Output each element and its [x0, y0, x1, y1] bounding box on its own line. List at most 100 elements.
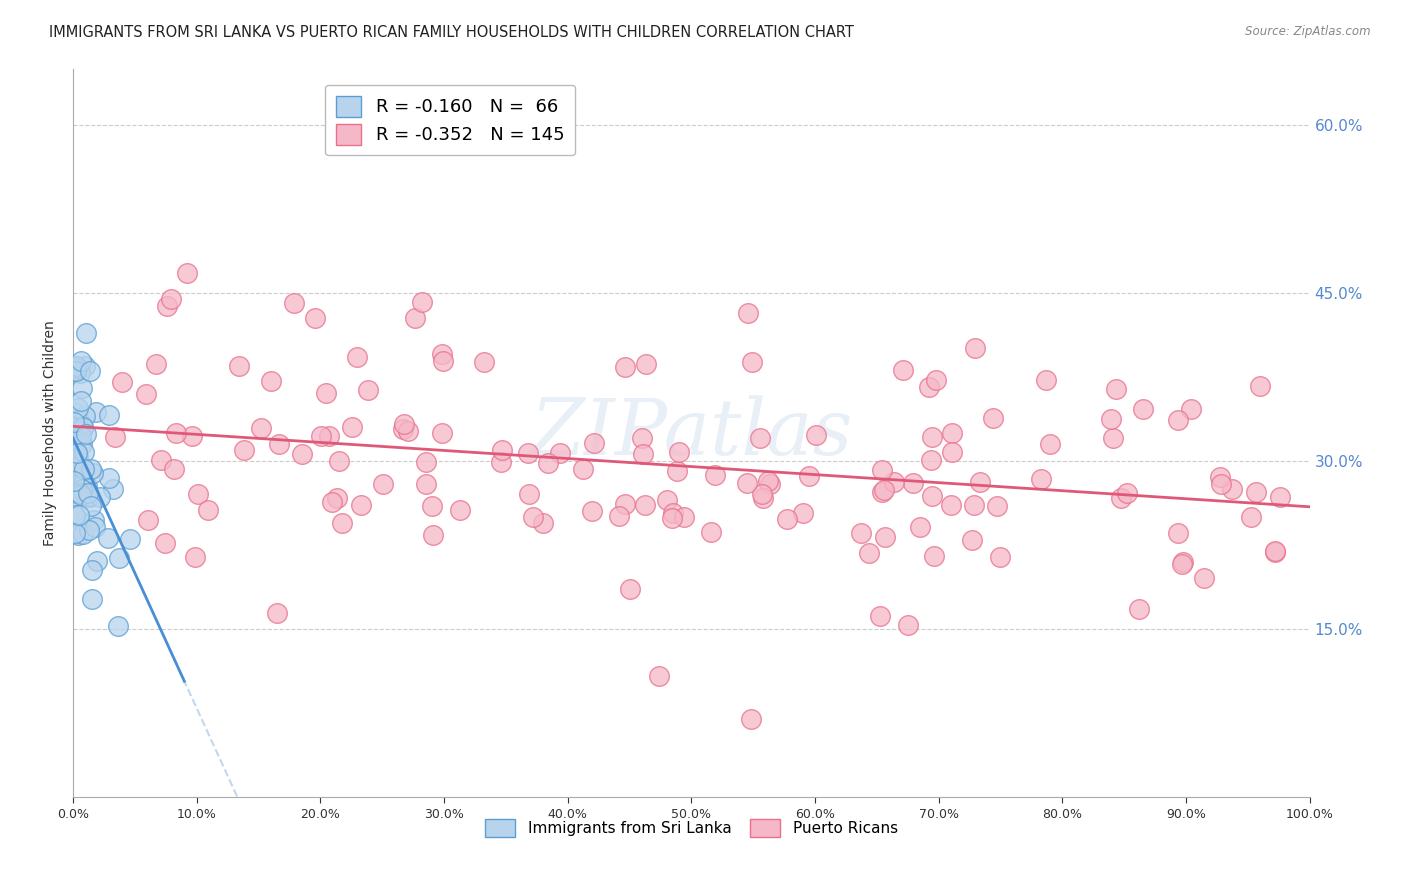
Point [1132, 401, 1154, 416]
Point [184, 549, 207, 564]
Point [751, 487, 773, 501]
Point [70, 483, 93, 497]
Point [613, 359, 636, 374]
Point [187, 487, 209, 501]
Point [63, 508, 86, 523]
Point [80, 499, 103, 513]
Point [72, 419, 94, 434]
Point [346, 350, 368, 364]
Point [135, 387, 157, 401]
Point [153, 536, 176, 550]
Text: ZIPatlas: ZIPatlas [530, 395, 852, 471]
Point [1244, 484, 1267, 499]
Point [666, 464, 689, 478]
Point [648, 669, 671, 683]
Point [66, 401, 89, 416]
Point [472, 354, 495, 368]
Point [266, 606, 288, 620]
Point [703, 467, 725, 482]
Point [86, 554, 108, 568]
Point [415, 455, 437, 469]
Y-axis label: Family Households with Children: Family Households with Children [44, 320, 58, 546]
Point [70, 474, 93, 488]
Point [104, 430, 127, 444]
Point [404, 310, 426, 325]
Point [449, 502, 471, 516]
Point [250, 420, 273, 434]
Point [1264, 545, 1286, 559]
Point [422, 527, 444, 541]
Point [342, 420, 364, 434]
Point [415, 477, 437, 491]
Point [89, 490, 111, 504]
Point [891, 362, 914, 376]
Point [1035, 373, 1057, 387]
Point [330, 516, 353, 531]
Point [391, 422, 413, 436]
Point [80, 462, 103, 476]
Point [921, 489, 943, 503]
Point [1220, 482, 1243, 496]
Point [326, 491, 349, 505]
Legend: Immigrants from Sri Lanka, Puerto Ricans: Immigrants from Sri Lanka, Puerto Ricans [477, 812, 905, 845]
Point [655, 493, 678, 508]
Point [1099, 412, 1122, 426]
Point [79, 490, 101, 504]
Point [107, 618, 129, 632]
Point [662, 506, 685, 520]
Point [108, 551, 131, 566]
Point [963, 341, 986, 355]
Point [260, 374, 283, 388]
Point [920, 452, 942, 467]
Point [70, 436, 93, 450]
Point [160, 292, 183, 306]
Point [925, 373, 948, 387]
Point [197, 503, 219, 517]
Point [75, 326, 97, 341]
Point [176, 266, 198, 280]
Point [873, 483, 896, 497]
Point [582, 436, 605, 450]
Point [328, 454, 350, 468]
Point [80, 563, 103, 577]
Point [318, 429, 340, 443]
Point [432, 353, 454, 368]
Point [1209, 470, 1232, 484]
Point [97, 532, 120, 546]
Point [97, 408, 120, 422]
Point [804, 428, 827, 442]
Point [775, 512, 797, 526]
Point [870, 485, 893, 500]
Point [66, 446, 89, 460]
Point [72, 381, 94, 395]
Point [77, 524, 100, 538]
Point [517, 487, 540, 501]
Point [70, 488, 93, 502]
Point [737, 306, 759, 320]
Point [63, 467, 86, 482]
Point [897, 617, 920, 632]
Point [97, 471, 120, 485]
Point [581, 503, 603, 517]
Point [70, 394, 93, 409]
Point [430, 425, 453, 440]
Point [883, 475, 905, 489]
Point [1105, 383, 1128, 397]
Point [1128, 602, 1150, 616]
Text: IMMIGRANTS FROM SRI LANKA VS PUERTO RICAN FAMILY HOUSEHOLDS WITH CHILDREN CORREL: IMMIGRANTS FROM SRI LANKA VS PUERTO RICA… [49, 25, 853, 40]
Point [858, 546, 880, 560]
Point [668, 445, 690, 459]
Point [66, 413, 89, 427]
Point [392, 417, 415, 432]
Point [537, 456, 560, 470]
Point [903, 475, 925, 490]
Point [72, 421, 94, 435]
Point [66, 360, 89, 375]
Point [65, 359, 87, 373]
Point [607, 508, 630, 523]
Point [118, 532, 141, 546]
Point [63, 405, 86, 419]
Point [165, 425, 187, 440]
Point [149, 452, 172, 467]
Point [411, 294, 433, 309]
